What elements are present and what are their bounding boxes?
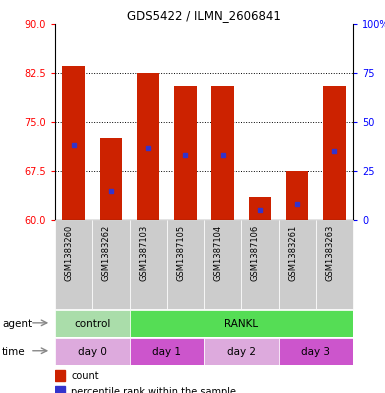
- Bar: [55, 338, 129, 365]
- Text: GSM1383263: GSM1383263: [325, 224, 335, 281]
- Bar: [55, 220, 92, 309]
- Text: GSM1383261: GSM1383261: [288, 224, 297, 281]
- Text: GSM1387104: GSM1387104: [214, 224, 223, 281]
- Bar: [249, 197, 271, 220]
- Text: GSM1387103: GSM1387103: [139, 224, 148, 281]
- Text: day 0: day 0: [78, 347, 107, 357]
- Text: GSM1383260: GSM1383260: [65, 224, 74, 281]
- Bar: [278, 220, 316, 309]
- Text: control: control: [74, 319, 110, 329]
- Bar: [167, 220, 204, 309]
- Text: agent: agent: [2, 319, 32, 329]
- Bar: [55, 386, 65, 393]
- Text: day 2: day 2: [227, 347, 256, 357]
- Text: time: time: [2, 347, 25, 357]
- Title: GDS5422 / ILMN_2606841: GDS5422 / ILMN_2606841: [127, 9, 281, 22]
- Bar: [204, 220, 241, 309]
- Bar: [129, 338, 204, 365]
- Bar: [92, 220, 129, 309]
- Bar: [174, 86, 197, 220]
- Bar: [241, 220, 278, 309]
- Bar: [55, 310, 129, 337]
- Bar: [204, 338, 278, 365]
- Bar: [62, 66, 85, 220]
- Bar: [211, 86, 234, 220]
- Text: day 1: day 1: [152, 347, 181, 357]
- Bar: [316, 220, 353, 309]
- Text: percentile rank within the sample: percentile rank within the sample: [71, 387, 236, 393]
- Text: day 3: day 3: [301, 347, 330, 357]
- Bar: [278, 338, 353, 365]
- Text: GSM1387105: GSM1387105: [176, 224, 185, 281]
- Bar: [100, 138, 122, 220]
- Text: GSM1383262: GSM1383262: [102, 224, 111, 281]
- Text: count: count: [71, 371, 99, 381]
- Bar: [137, 73, 159, 220]
- Bar: [55, 370, 65, 381]
- Bar: [129, 310, 353, 337]
- Bar: [129, 220, 167, 309]
- Bar: [286, 171, 308, 220]
- Bar: [323, 86, 346, 220]
- Text: GSM1387106: GSM1387106: [251, 224, 260, 281]
- Text: RANKL: RANKL: [224, 319, 258, 329]
